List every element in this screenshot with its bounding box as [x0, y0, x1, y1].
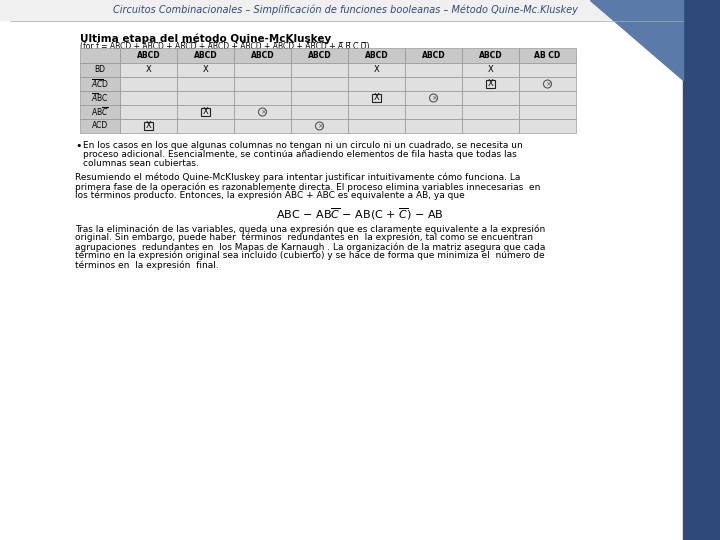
Bar [120, 63, 177, 77]
Bar [519, 77, 576, 91]
Text: ×: × [431, 95, 436, 101]
Bar [80, 105, 120, 119]
Text: los términos producto. Entonces, la expresión ABC + ABC es equivalente a AB, ya : los términos producto. Entonces, la expr… [75, 191, 464, 200]
Bar [519, 119, 576, 133]
Bar [80, 91, 120, 105]
Text: primera fase de la operación es razonablemente directa. El proceso elimina varia: primera fase de la operación es razonabl… [75, 182, 541, 192]
Text: (for f = ABCD + AB̅C̅D + AB̅C̅D̅ + A̅B̅CD + A̅BCD + A̅BC̅D̅ + A̅B̅C̅D̅ + A̅ B̅ C: (for f = ABCD + AB̅C̅D + AB̅C̅D̅ + A̅B̅C… [80, 42, 369, 51]
Text: AB$\overline{C}$: AB$\overline{C}$ [91, 105, 109, 118]
Text: X: X [202, 107, 208, 117]
Bar [120, 48, 177, 63]
Text: Tras la eliminación de las variables, queda una expresión que es claramente equi: Tras la eliminación de las variables, qu… [75, 224, 545, 233]
Bar [80, 63, 120, 77]
Bar [519, 105, 576, 119]
Bar [462, 91, 519, 105]
Text: ABCD: ABCD [251, 51, 274, 60]
Bar [234, 91, 291, 105]
Bar [177, 119, 234, 133]
Bar [0, 0, 683, 20]
Bar [177, 63, 234, 77]
Bar [348, 91, 405, 105]
Bar [80, 48, 120, 63]
Bar [405, 77, 462, 91]
Bar [120, 105, 177, 119]
Bar [405, 105, 462, 119]
Bar [80, 77, 120, 91]
Text: original. Sin embargo, puede haber  términos  redundantes en  la expresión, tal : original. Sin embargo, puede haber térmi… [75, 233, 533, 242]
Bar [120, 119, 177, 133]
Text: ×: × [260, 109, 266, 115]
Bar [234, 119, 291, 133]
Text: •: • [75, 141, 81, 151]
Text: X: X [202, 65, 208, 75]
Text: término en la expresión original sea incluido (cubierto) y se hace de forma que : término en la expresión original sea inc… [75, 251, 544, 260]
Bar [80, 119, 120, 133]
Text: X: X [487, 65, 493, 75]
Bar [291, 77, 348, 91]
Bar [120, 91, 177, 105]
Bar [405, 48, 462, 63]
Text: AB CD: AB CD [534, 51, 561, 60]
Text: X: X [145, 122, 151, 131]
Bar [405, 63, 462, 77]
Bar [291, 48, 348, 63]
Bar [462, 63, 519, 77]
Bar [177, 48, 234, 63]
Text: ABCD: ABCD [479, 51, 503, 60]
Text: X: X [145, 65, 151, 75]
Bar [462, 119, 519, 133]
Bar [405, 91, 462, 105]
Bar [234, 48, 291, 63]
Bar [348, 105, 405, 119]
Text: BD: BD [94, 65, 106, 75]
Bar [519, 91, 576, 105]
Bar [291, 91, 348, 105]
Bar [462, 77, 519, 91]
Text: ABCD: ABCD [307, 51, 331, 60]
Text: ABCD: ABCD [194, 51, 217, 60]
Text: ACD: ACD [92, 122, 108, 131]
Text: X: X [374, 65, 379, 75]
Bar [462, 48, 519, 63]
Text: $\overline{A}\overline{C}$D: $\overline{A}\overline{C}$D [91, 78, 109, 90]
Text: En los casos en los que algunas columnas no tengan ni un circulo ni un cuadrado,: En los casos en los que algunas columnas… [83, 141, 523, 150]
Bar [234, 77, 291, 91]
Text: X: X [374, 93, 379, 103]
Bar [234, 63, 291, 77]
Text: agrupaciones  redundantes en  los Mapas de Karnaugh . La organización de la matr: agrupaciones redundantes en los Mapas de… [75, 242, 545, 252]
Text: columnas sean cubiertas.: columnas sean cubiertas. [83, 159, 199, 168]
Bar [291, 105, 348, 119]
Bar [348, 48, 405, 63]
Bar [348, 63, 405, 77]
Bar [519, 48, 576, 63]
Bar [519, 63, 576, 77]
Bar [120, 77, 177, 91]
Text: ×: × [544, 81, 550, 87]
Text: X: X [487, 79, 493, 89]
Bar [405, 119, 462, 133]
Polygon shape [590, 0, 683, 80]
Text: Resumiendo el método Quine-McKluskey para intentar justificar intuitivamente cóm: Resumiendo el método Quine-McKluskey par… [75, 173, 521, 183]
Bar [177, 105, 234, 119]
Text: ×: × [317, 123, 323, 129]
Text: ABCD: ABCD [422, 51, 445, 60]
Bar [291, 119, 348, 133]
Text: proceso adicional. Esencialmente, se continúa añadiendo elementos de fila hasta : proceso adicional. Esencialmente, se con… [83, 150, 517, 159]
Text: ABCD: ABCD [365, 51, 388, 60]
Bar [348, 119, 405, 133]
Bar [177, 91, 234, 105]
Text: Circuitos Combinacionales – Simplificación de funciones booleanas – Método Quine: Circuitos Combinacionales – Simplificaci… [112, 5, 577, 15]
Text: ABC $-$ AB$\overline{C}$ $-$ AB(C $+$ $\overline{C}$) $-$ AB: ABC $-$ AB$\overline{C}$ $-$ AB(C $+$ $\… [276, 206, 444, 222]
Bar [683, 0, 720, 540]
Bar [348, 77, 405, 91]
Bar [177, 77, 234, 91]
Text: $\overline{A}$BC: $\overline{A}$BC [91, 92, 109, 104]
Bar [234, 105, 291, 119]
Text: términos en  la expresión  final.: términos en la expresión final. [75, 260, 219, 269]
Text: ABCD: ABCD [137, 51, 161, 60]
Text: Ultima etapa del método Quine-McKluskey: Ultima etapa del método Quine-McKluskey [80, 33, 331, 44]
Bar [462, 105, 519, 119]
Bar [291, 63, 348, 77]
